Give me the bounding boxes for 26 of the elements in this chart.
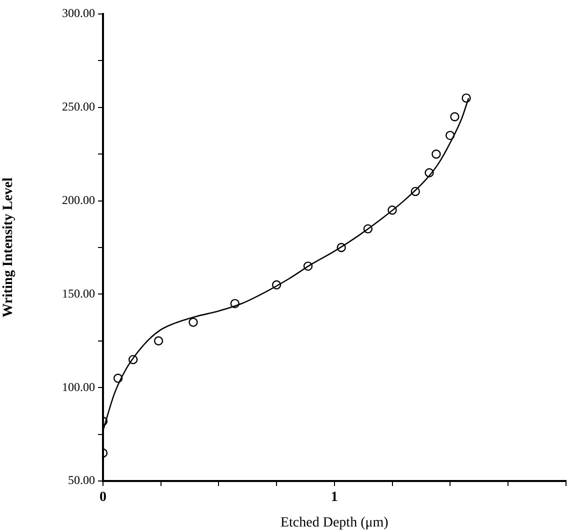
y-axis-title: Writing Intensity Level (1, 178, 16, 318)
point (230, 298, 240, 308)
x-tick-label: 1 (330, 490, 338, 506)
point (154, 336, 164, 346)
point (188, 318, 198, 327)
y-tick-label: 200.00 (62, 192, 95, 207)
point (450, 112, 460, 122)
y-tick-label: 300.00 (62, 6, 95, 20)
y-tick-label: 250.00 (62, 100, 95, 114)
point (303, 262, 313, 271)
point (410, 186, 420, 196)
point (128, 354, 138, 364)
point (388, 206, 397, 215)
point (446, 130, 455, 140)
point (336, 242, 346, 252)
x-tick-label: 0 (100, 490, 106, 506)
y-tick-label: 150.00 (62, 286, 95, 300)
point (424, 168, 434, 178)
point (272, 280, 282, 290)
x-axis-title: Etched Depth (μm) (280, 515, 389, 530)
point (432, 150, 441, 159)
point (462, 93, 471, 103)
point (113, 374, 123, 383)
y-tick-label: 100.00 (62, 380, 95, 394)
y-tick-label: 50.00 (68, 473, 95, 488)
point (363, 224, 373, 234)
